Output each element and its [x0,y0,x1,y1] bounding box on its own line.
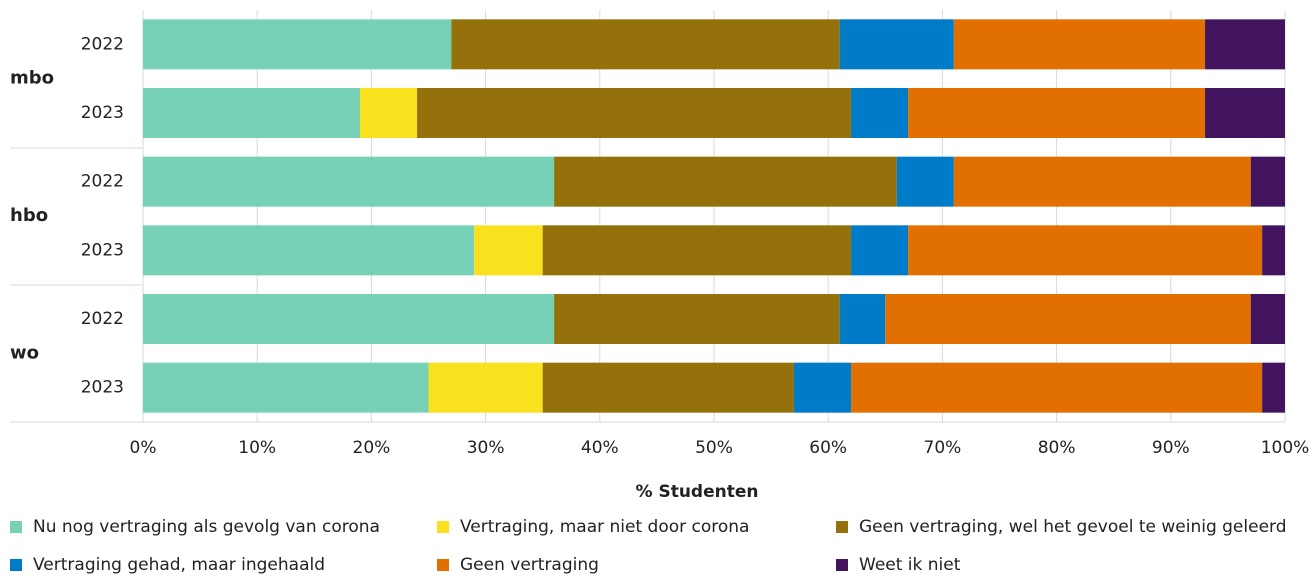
bar-segment [793,362,852,413]
bar-segment [474,225,543,276]
bar-segment [143,156,555,207]
bar-segment [1262,225,1285,276]
legend-label: Weet ik niet [859,555,961,575]
bar-segment [451,19,840,70]
bar-segment [1205,88,1285,138]
x-axis-title: % Studenten [636,482,759,502]
x-tick-label: 70% [924,438,962,458]
bar-segment [143,88,360,138]
bar-segment [953,19,1206,70]
bar-segment [896,156,954,207]
bar-segment [953,156,1251,207]
x-tick-label: 90% [1152,438,1190,458]
group-label: hbo [10,205,48,226]
legend-swatch [10,559,22,571]
bar-segment [554,156,897,207]
x-tick-label: 80% [1038,438,1076,458]
x-tick-label: 10% [238,438,276,458]
bar-segment [839,19,954,70]
x-tick-label: 100% [1261,438,1310,458]
legend-label: Geen vertraging [460,555,599,575]
x-tick-label: 0% [130,438,157,458]
bar-segment [908,225,1263,276]
y-tick-label: 2022 [81,172,124,192]
legend-swatch [10,521,22,533]
y-tick-label: 2023 [81,240,124,260]
bar-segment [851,362,1263,413]
group-label: wo [10,342,39,363]
legend-swatch [437,521,449,533]
bar-segment [1250,156,1285,207]
bar-segment [1262,362,1285,413]
legend-swatch [437,559,449,571]
bar-segment [839,294,886,344]
x-tick-label: 20% [353,438,391,458]
legend-label: Nu nog vertraging als gevolg van corona [33,517,380,537]
bar-segment [542,362,794,413]
bar-segment [143,294,555,344]
bar-segment [851,225,909,276]
bar-segment [359,88,418,138]
bar-segment [885,294,1251,344]
legend-swatch [836,521,848,533]
bar-segment [542,225,852,276]
bar-segment [143,19,452,70]
bar-segment [143,225,475,276]
bar-segment [1250,294,1285,344]
bar-segment [417,88,852,138]
bar-segment [908,88,1206,138]
legend-label: Vertraging, maar niet door corona [460,517,749,537]
legend-swatch [836,559,848,571]
y-tick-label: 2022 [81,34,124,54]
x-tick-label: 60% [809,438,847,458]
y-tick-label: 2022 [81,309,124,329]
bar-segment [851,88,909,138]
bar-segment [554,294,840,344]
legend-label: Vertraging gehad, maar ingehaald [33,555,325,575]
bar-segment [428,362,543,413]
bar-segment [1205,19,1285,70]
y-tick-label: 2023 [81,378,124,398]
x-tick-label: 30% [467,438,505,458]
x-tick-label: 40% [581,438,619,458]
y-tick-label: 2023 [81,103,124,123]
bar-segment [143,362,429,413]
x-tick-label: 50% [695,438,733,458]
group-label: mbo [10,68,54,89]
legend-label: Geen vertraging, wel het gevoel te weini… [859,517,1287,537]
